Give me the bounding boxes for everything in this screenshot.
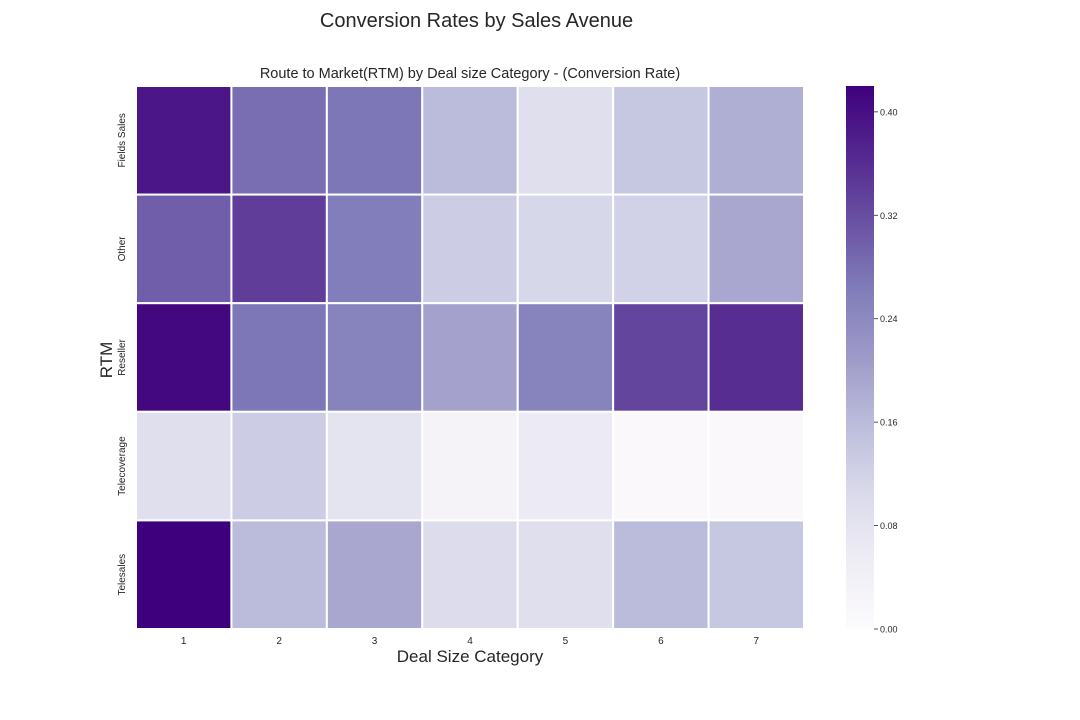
y-tick-label: Fields Sales: [117, 113, 128, 167]
heatmap-cell: [516, 85, 615, 196]
y-tick-labels: Fields Sales Other Reseller Telecoverage Tel…: [117, 113, 128, 595]
heatmap-cell: [612, 519, 710, 631]
y-tick-label: Telecoverage: [117, 436, 128, 496]
y-tick-label: Telesales: [117, 554, 128, 596]
x-tick-label: 3: [372, 636, 378, 647]
x-axis-label: Deal Size Category: [396, 647, 544, 666]
heatmap-cell: [135, 85, 233, 196]
heatmap-cell: [707, 302, 805, 413]
chart-title: Route to Market(RTM) by Deal size Catego…: [259, 66, 681, 82]
heatmap-cell: [612, 410, 710, 522]
colorbar-tick-label: 0.24: [880, 314, 898, 324]
colorbar-tick-label: 0.32: [880, 211, 898, 221]
heatmap-cell: [135, 410, 233, 522]
heatmap-cell: [612, 302, 710, 413]
x-tick-labels: 1 2 3 4 5 6 7: [181, 636, 760, 647]
y-tick-label: Other: [117, 236, 128, 262]
heatmap-cell: [325, 410, 424, 522]
x-tick-label: 4: [467, 636, 473, 647]
heatmap-cells: [135, 85, 805, 631]
heatmap-cell: [612, 85, 710, 196]
colorbar-tick-label: 0.40: [880, 107, 898, 117]
colorbar-tick-label: 0.00: [880, 625, 898, 635]
x-tick-label: 2: [276, 636, 282, 647]
heatmap-cell: [421, 302, 519, 413]
colorbar-tick-label: 0.08: [880, 521, 898, 531]
figure-title: Conversion Rates by Sales Avenue: [319, 10, 634, 32]
heatmap-cell: [325, 519, 424, 631]
heatmap-cell: [421, 519, 519, 631]
heatmap-cell: [707, 193, 805, 305]
heatmap-cell: [325, 85, 424, 196]
x-tick-label: 6: [658, 636, 664, 647]
heatmap-cell: [516, 193, 615, 305]
heatmap-cell: [230, 410, 328, 522]
x-tick-label: 1: [181, 636, 187, 647]
heatmap-cell: [707, 519, 805, 631]
colorbar-ticks: 0.00 0.08 0.16 0.24 0.32 0.40: [874, 107, 898, 635]
heatmap-cell: [230, 302, 328, 413]
colorbar-tick-label: 0.16: [880, 418, 898, 428]
heatmap-cell: [612, 193, 710, 305]
heatmap-cell: [230, 519, 328, 631]
heatmap-cell: [421, 410, 519, 522]
x-tick-label: 7: [754, 636, 760, 647]
heatmap-cell: [516, 519, 615, 631]
heatmap-cell: [135, 302, 233, 413]
heatmap-cell: [421, 85, 519, 196]
y-tick-label: Reseller: [117, 338, 128, 375]
heatmap-cell: [325, 302, 424, 413]
heatmap-cell: [325, 193, 424, 305]
x-tick-label: 5: [563, 636, 569, 647]
heatmap-cell: [421, 193, 519, 305]
heatmap-cell: [707, 410, 805, 522]
heatmap-cell: [516, 410, 615, 522]
heatmap-cell: [230, 85, 328, 196]
heatmap-cell: [516, 302, 615, 413]
colorbar: [846, 86, 874, 629]
heatmap-cell: [135, 519, 233, 631]
heatmap-cell: [135, 193, 233, 305]
heatmap-cell: [230, 193, 328, 305]
heatmap-cell: [707, 85, 805, 196]
